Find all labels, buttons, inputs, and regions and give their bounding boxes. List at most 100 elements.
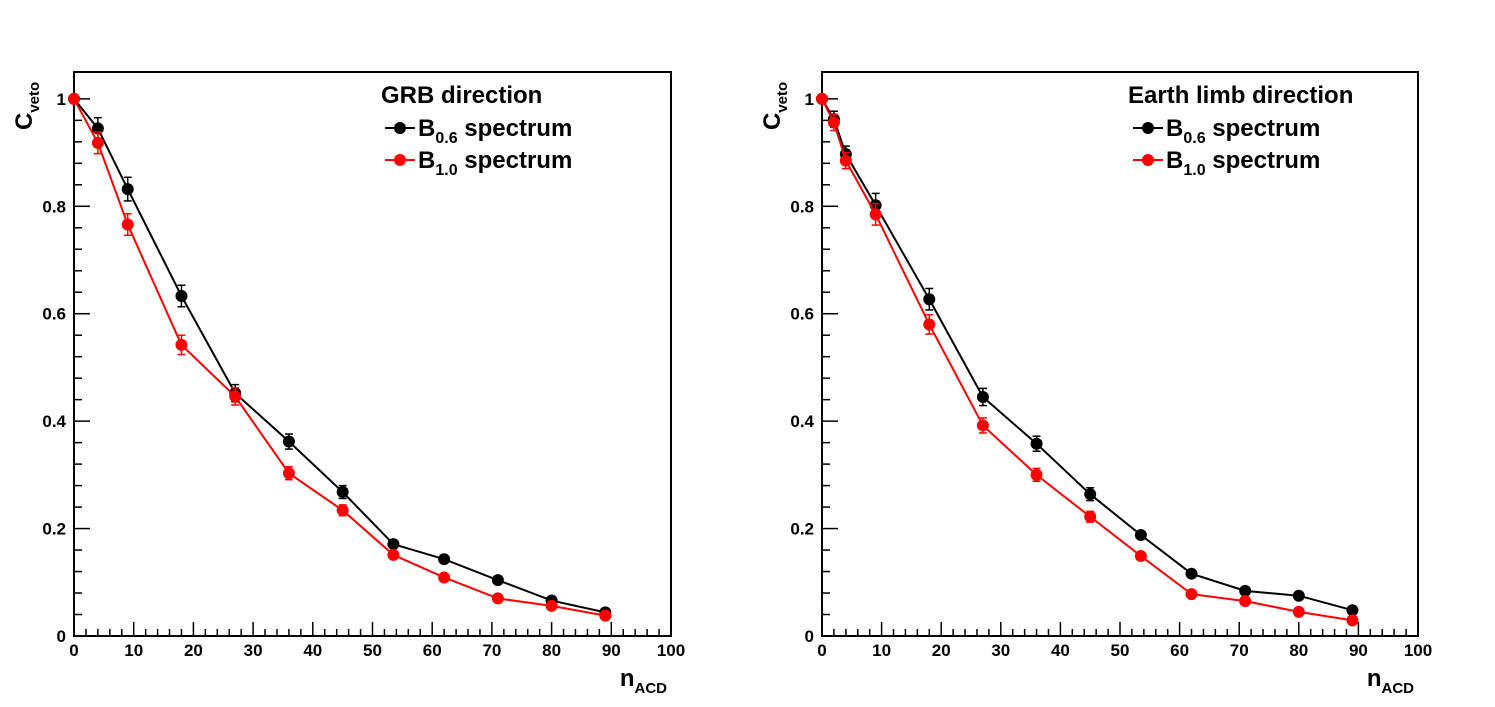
data-point [1084,488,1097,501]
x-tick-label: 40 [1051,641,1070,660]
y-axis-title: Cveto [11,82,43,130]
data-point [1239,584,1252,597]
data-point [438,553,451,566]
data-point [68,92,80,105]
y-tick-label: 0.2 [790,520,814,539]
chart-title: Earth limb direction [1128,82,1353,109]
data-point [438,571,451,584]
x-tick-label: 70 [1230,641,1249,660]
x-tick-label: 10 [124,641,143,660]
data-point [1185,588,1198,601]
legend-label: B0.6 spectrum [418,115,572,147]
y-tick-label: 0.8 [42,197,66,216]
data-point [121,183,134,196]
legend-marker [1142,154,1154,166]
legend-marker [394,122,406,134]
data-point [91,122,104,135]
x-tick-label: 60 [423,641,442,660]
data-point [827,116,840,129]
x-tick-label: 80 [1289,641,1308,660]
y-tick-label: 0.4 [42,412,66,431]
x-tick-label: 90 [1349,641,1368,660]
data-point [839,154,852,167]
data-point [282,435,295,448]
data-point [229,390,242,403]
data-point [121,218,134,231]
legend-label: B1.0 spectrum [418,147,572,179]
x-tick-label: 20 [184,641,203,660]
y-tick-label: 0.2 [42,520,66,539]
x-tick-label: 40 [303,641,322,660]
series-b10 [68,92,612,622]
legend-entry-b10: B1.0 spectrum [385,147,572,179]
y-tick-label: 0.4 [790,412,814,431]
data-point [1134,549,1147,562]
x-tick-label: 20 [932,641,951,660]
data-point [1084,510,1097,523]
data-point [175,289,188,302]
y-tick-label: 0 [805,627,814,646]
data-point [336,504,349,517]
x-tick-label: 0 [817,641,826,660]
data-point [1185,567,1198,580]
y-axis-title: Cveto [759,82,791,130]
legend-label: B1.0 spectrum [1166,147,1320,179]
series-line [73,98,606,614]
legend-entry-b06: B0.6 spectrum [385,115,572,147]
data-point [491,592,504,605]
x-tick-label: 30 [991,641,1010,660]
chart-panel-right: 0 10 20 30 40 50 60 70 80 90 100 0 0.2 0.4 0.6 0.8 1 nACD… [759,71,1432,697]
data-point [282,467,295,480]
data-point [1030,437,1043,450]
data-point [976,390,989,403]
series-line [821,98,1353,622]
legend-marker [394,154,406,166]
data-point [599,609,612,622]
data-point [1292,589,1305,602]
x-tick-label: 60 [1170,641,1189,660]
data-point [91,136,104,149]
x-tick-label: 90 [602,641,621,660]
x-tick-label: 80 [542,641,561,660]
plot-frame [73,71,672,637]
plot-frame [821,71,1419,637]
legend-entry-b10: B1.0 spectrum [1133,147,1320,179]
data-point [869,208,882,221]
series-b06 [68,92,612,619]
y-tick-label: 0.8 [790,197,814,216]
data-point [1030,468,1043,481]
series-line [821,98,1353,612]
data-point [545,599,558,612]
x-tick-label: 30 [244,641,263,660]
data-point [923,318,936,331]
data-point [1346,604,1359,617]
data-point [976,419,989,432]
series-line [73,98,606,617]
data-point [923,293,936,306]
data-point [1134,529,1147,542]
x-tick-label: 10 [872,641,891,660]
x-tick-label: 100 [657,641,685,660]
x-tick-label: 70 [482,641,501,660]
y-tick-label: 1 [805,90,814,109]
legend-label: B0.6 spectrum [1166,115,1320,147]
x-tick-label: 0 [69,641,78,660]
x-axis-title: nACD [620,665,667,697]
y-tick-label: 0 [57,627,66,646]
data-point [387,538,400,551]
chart-panel-left: 0 10 20 30 40 50 60 70 80 90 100 0 0.2 0.4 0.6 0.8 1 nACD… [11,71,685,697]
data-point [491,574,504,587]
y-tick-label: 1 [57,90,66,109]
x-tick-label: 100 [1404,641,1432,660]
data-point [336,486,349,499]
y-tick-label: 0.6 [790,305,814,324]
data-point [175,338,188,351]
data-point [1239,595,1252,608]
legend-entry-b06: B0.6 spectrum [1133,115,1320,147]
data-point [1346,614,1359,627]
data-point [816,92,828,105]
data-point [387,548,400,561]
x-tick-label: 50 [1111,641,1130,660]
chart-title: GRB direction [381,82,542,109]
x-tick-label: 50 [363,641,382,660]
